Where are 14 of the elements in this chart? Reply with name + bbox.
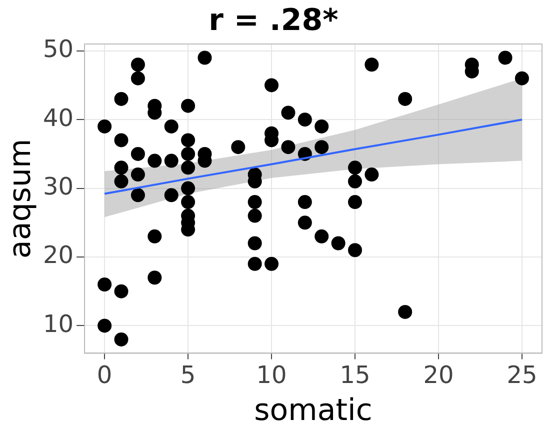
x-axis-title: somatic — [254, 392, 372, 428]
x-tick-label: 10 — [256, 360, 287, 389]
x-tick-label: 15 — [340, 360, 370, 389]
chart-title: r = .28* — [208, 2, 339, 38]
x-tick-label: 5 — [180, 360, 196, 389]
y-axis-title: aaqsum — [2, 138, 38, 258]
x-tick-label: 25 — [506, 360, 538, 389]
x-tick-label: 0 — [96, 360, 112, 389]
y-tick-label: 20 — [42, 241, 74, 270]
y-tick-label: 30 — [42, 172, 74, 201]
y-tick-label: 40 — [42, 104, 74, 132]
x-tick-label: 20 — [423, 360, 454, 389]
y-tick-label: 50 — [42, 35, 74, 64]
y-tick-label: 10 — [42, 310, 74, 338]
